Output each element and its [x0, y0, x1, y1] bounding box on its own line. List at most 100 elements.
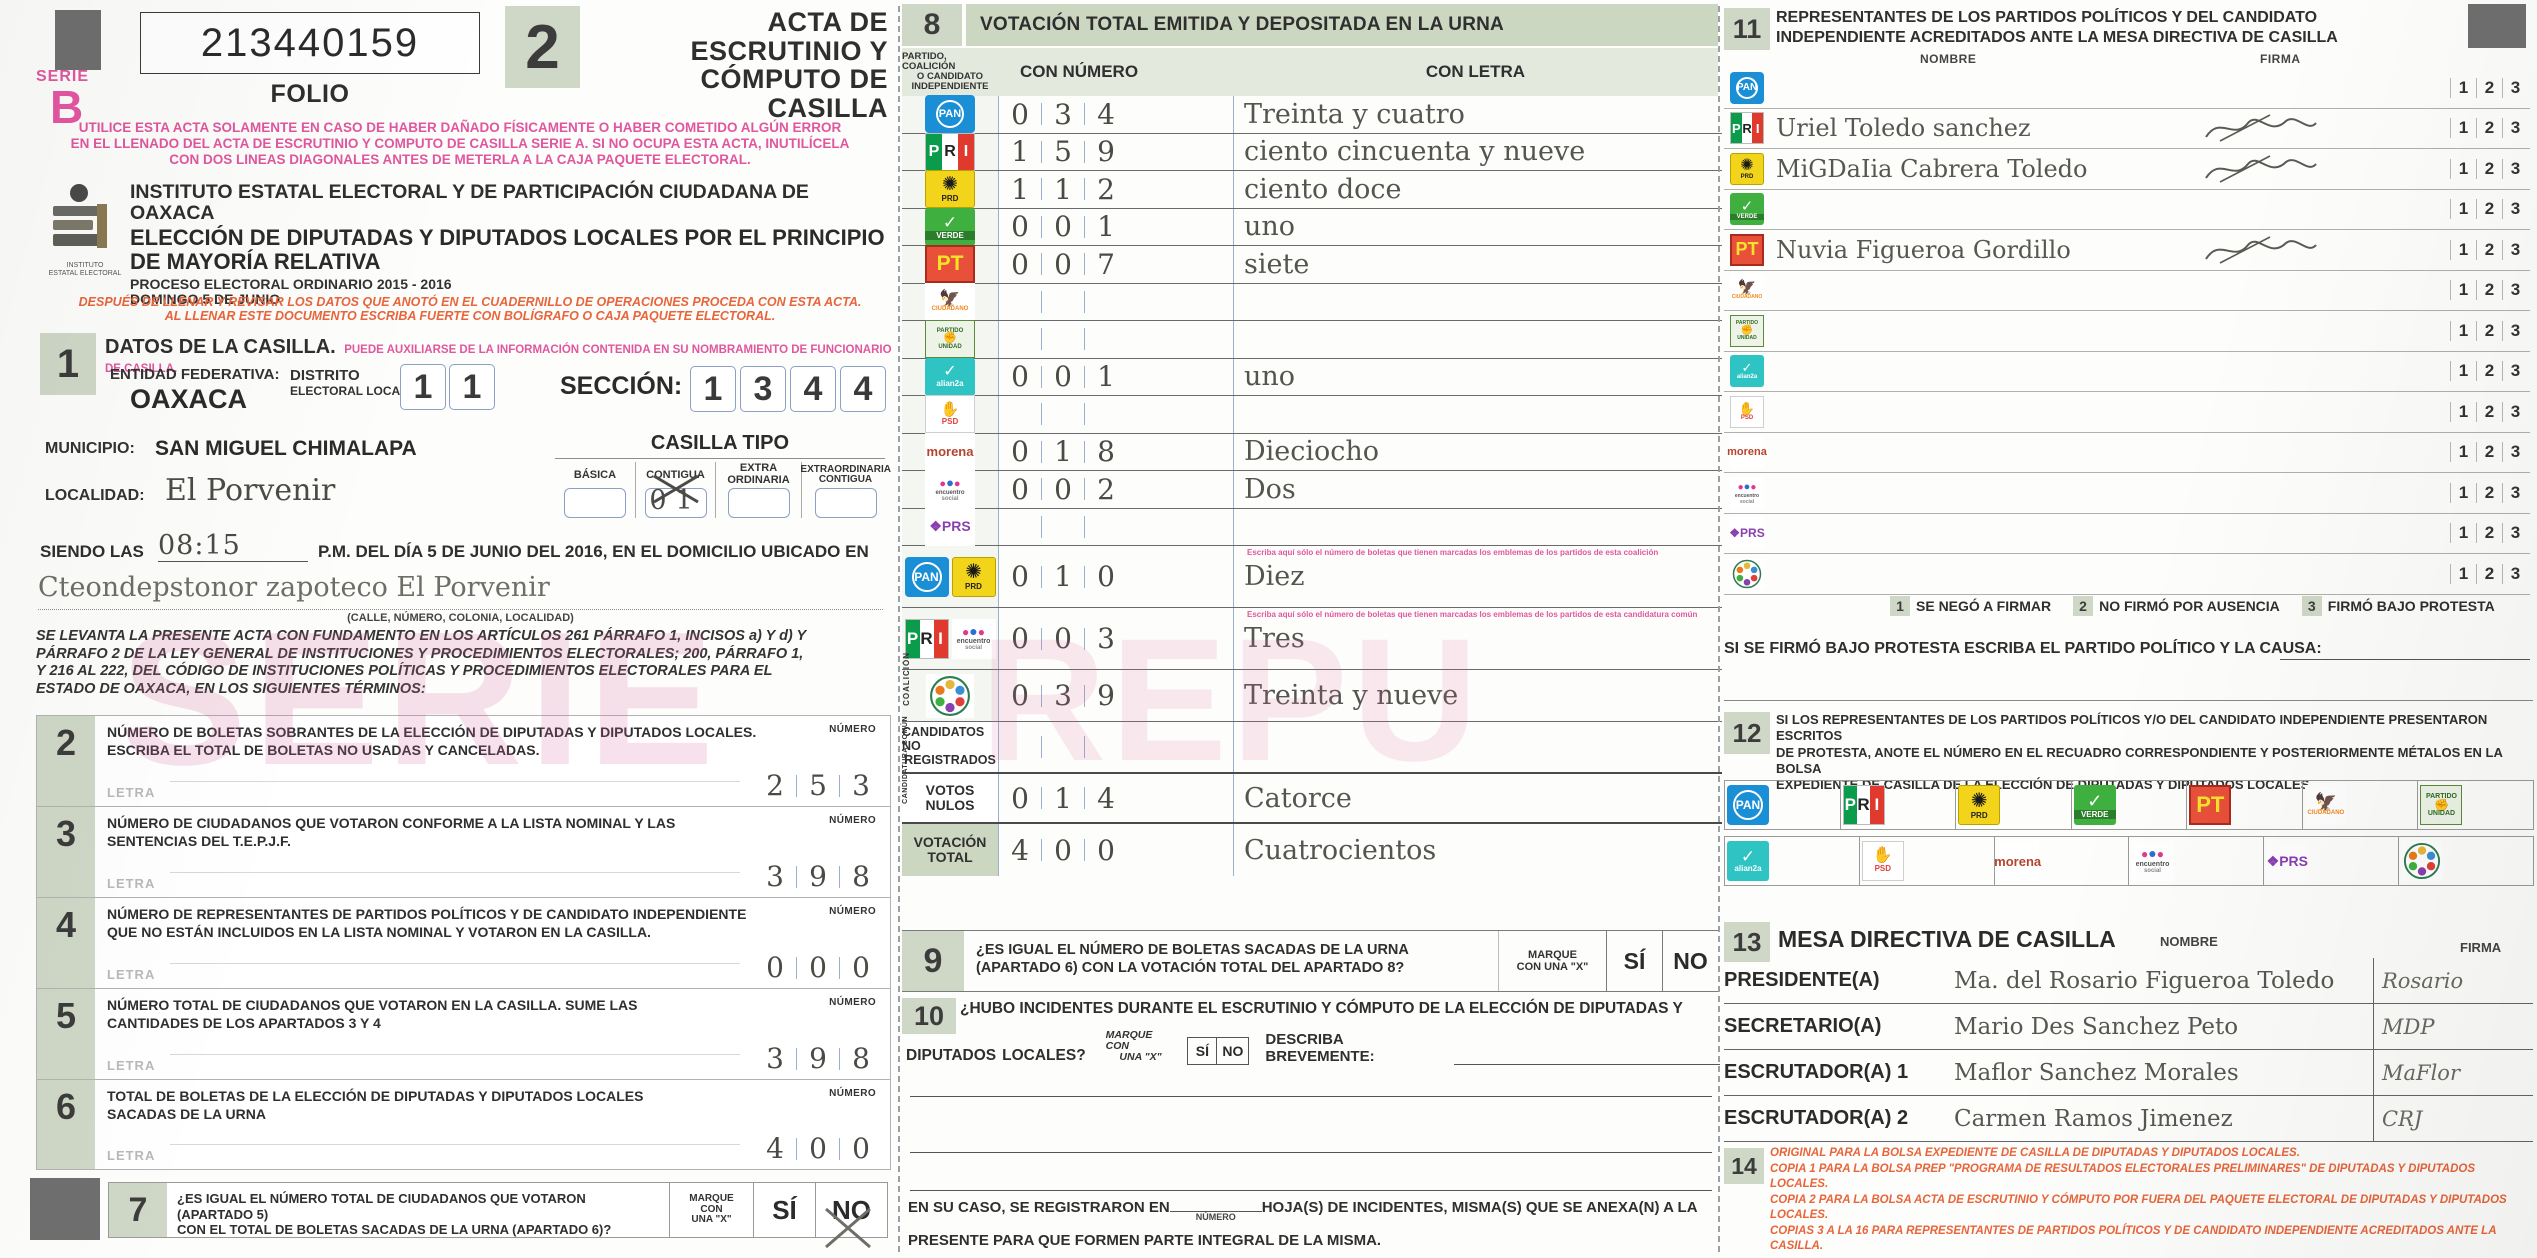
seccion-digits[interactable]: 1 3 4 4	[690, 366, 886, 412]
distrito-digit-1[interactable]: 1	[400, 364, 446, 410]
seccion-digit-1[interactable]: 1	[690, 366, 736, 412]
protest-count-cell[interactable]: PT	[2186, 780, 2303, 830]
vote-row-numero[interactable]	[998, 321, 1233, 358]
vote-row-letra[interactable]	[1233, 396, 1722, 433]
representative-mark-3[interactable]: 3	[2502, 523, 2528, 544]
section7-no-cell[interactable]: NO	[815, 1183, 887, 1249]
section10-line-3[interactable]	[910, 1190, 1712, 1191]
representative-mark-1[interactable]: 1	[2450, 523, 2476, 544]
vote-row-letra[interactable]: ciento doce	[1233, 171, 1722, 208]
casilla-tipo-basica[interactable]: BÁSICA	[555, 462, 635, 518]
representative-mark-3[interactable]: 3	[2502, 77, 2528, 98]
total-letra[interactable]: Cuatrocientos	[1233, 824, 1722, 876]
mesa-nombre[interactable]: Maflor Sanchez Morales	[1954, 1060, 2373, 1086]
protest-count-cell[interactable]: PARTIDO ✊ UNIDAD	[2417, 780, 2535, 830]
section10-si-box[interactable]: SÍ	[1187, 1037, 1218, 1066]
representative-mark-3[interactable]: 3	[2502, 563, 2528, 584]
representative-mark-2[interactable]: 2	[2476, 442, 2502, 463]
vote-row-letra[interactable]: Dos	[1233, 471, 1722, 508]
casilla-tipo-extra-contigua[interactable]: EXTRAORDINARIA CONTIGUA	[800, 462, 891, 518]
localidad-value[interactable]: El Porvenir	[165, 473, 336, 508]
representative-mark-1[interactable]: 1	[2450, 482, 2476, 503]
representative-mark-3[interactable]: 3	[2502, 361, 2528, 382]
representative-mark-1[interactable]: 1	[2450, 563, 2476, 584]
casilla-tipo-extraordinaria[interactable]: EXTRA ORDINARIA	[715, 462, 801, 518]
vote-row-numero[interactable]	[998, 508, 1233, 545]
protest-count-cell[interactable]: ✓ VERDE	[2070, 780, 2188, 830]
casilla-tipo-basica-box[interactable]	[564, 488, 626, 518]
mesa-firma[interactable]: CRJ	[2373, 1096, 2533, 1141]
vote-row-letra[interactable]: Treinta y nueve	[1233, 670, 1722, 721]
casilla-tipo-contigua[interactable]: CONTIGUA 01	[635, 462, 715, 518]
mesa-nombre[interactable]: Ma. del Rosario Figueroa Toledo	[1954, 968, 2373, 994]
section10-line-2[interactable]	[910, 1152, 1712, 1153]
vote-row-letra[interactable]: uno	[1233, 208, 1722, 245]
representative-mark-3[interactable]: 3	[2502, 239, 2528, 260]
representative-mark-1[interactable]: 1	[2450, 199, 2476, 220]
section10-foot-numero-field[interactable]: NÚMERO	[1169, 1196, 1262, 1222]
protest-count-cell[interactable]: ✺ PRD	[1955, 780, 2072, 830]
representative-mark-1[interactable]: 1	[2450, 401, 2476, 422]
mesa-nombre[interactable]: Mario Des Sanchez Peto	[1954, 1014, 2373, 1040]
casilla-tipo-extraordinaria-box[interactable]	[727, 488, 790, 518]
mesa-firma[interactable]: MaFlor	[2373, 1050, 2533, 1095]
representative-mark-3[interactable]: 3	[2502, 118, 2528, 139]
section7-si-cell[interactable]: SÍ	[753, 1183, 815, 1237]
protest-count-cell[interactable]: morena	[1993, 836, 2130, 886]
representative-mark-2[interactable]: 2	[2476, 118, 2502, 139]
no-registrados-letra[interactable]	[1233, 722, 1722, 772]
protest-count-cell[interactable]: ●●● encuentro social	[2128, 836, 2265, 886]
representative-mark-2[interactable]: 2	[2476, 523, 2502, 544]
distrito-digits[interactable]: 1 1	[400, 364, 495, 410]
representative-firma[interactable]	[2200, 111, 2450, 145]
representative-nombre[interactable]: Nuvia Figueroa Gordillo	[1770, 236, 2200, 264]
representative-mark-1[interactable]: 1	[2450, 361, 2476, 382]
representative-mark-2[interactable]: 2	[2476, 401, 2502, 422]
vote-row-letra[interactable]	[1233, 283, 1722, 320]
section9-no-cell[interactable]: NO	[1662, 931, 1718, 991]
vote-row-letra[interactable]: Treinta y cuatro	[1233, 96, 1722, 133]
mesa-firma[interactable]: MDP	[2373, 1004, 2533, 1049]
section11-protesta-field[interactable]	[2280, 642, 2530, 660]
mesa-firma[interactable]: Rosario	[2373, 958, 2533, 1003]
count-letra-field[interactable]	[170, 1144, 740, 1145]
distrito-digit-2[interactable]: 1	[449, 364, 495, 410]
folio-number-box[interactable]: 213440159	[140, 12, 480, 74]
vote-row-letra[interactable]: Dieciocho	[1233, 433, 1722, 470]
representative-nombre[interactable]: MiGDaIia Cabrera Toledo	[1770, 155, 2200, 183]
hora-field[interactable]: 08:15	[158, 530, 308, 562]
representative-firma[interactable]	[2200, 152, 2450, 186]
representative-mark-3[interactable]: 3	[2502, 280, 2528, 301]
vote-row-letra[interactable]: uno	[1233, 358, 1722, 395]
count-letra-field[interactable]	[170, 963, 740, 964]
protest-count-cell[interactable]: ✋ PSD	[1858, 836, 1995, 886]
seccion-digit-3[interactable]: 4	[790, 366, 836, 412]
representative-mark-1[interactable]: 1	[2450, 239, 2476, 260]
protest-count-cell[interactable]: PAN	[1724, 780, 1841, 830]
representative-mark-3[interactable]: 3	[2502, 320, 2528, 341]
representative-mark-1[interactable]: 1	[2450, 442, 2476, 463]
vote-row-numero[interactable]	[998, 396, 1233, 433]
vote-row-letra[interactable]: Diez	[1233, 546, 1722, 607]
section9-si-cell[interactable]: SÍ	[1606, 931, 1662, 991]
seccion-digit-2[interactable]: 3	[740, 366, 786, 412]
representative-mark-2[interactable]: 2	[2476, 239, 2502, 260]
mesa-nombre[interactable]: Carmen Ramos Jimenez	[1954, 1106, 2373, 1132]
vote-row-letra[interactable]	[1233, 508, 1722, 545]
vote-row-letra[interactable]: Tres	[1233, 608, 1722, 669]
casilla-tipo-extra-contigua-box[interactable]	[814, 488, 877, 518]
vote-row-letra[interactable]	[1233, 321, 1722, 358]
